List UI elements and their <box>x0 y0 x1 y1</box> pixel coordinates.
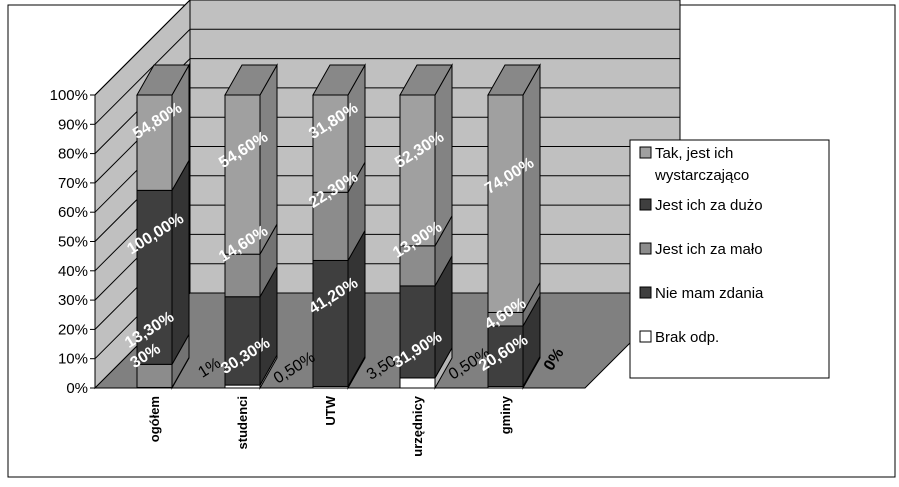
y-tick-label: 100% <box>50 87 88 104</box>
bar-segment <box>312 191 349 261</box>
bar-segment <box>399 245 436 287</box>
legend-swatch <box>639 330 652 343</box>
bar-segment <box>487 325 524 388</box>
legend-label: wystarczająco <box>654 167 749 184</box>
legend-swatch <box>639 286 652 299</box>
bar-segment <box>224 253 261 298</box>
bar-segment-top <box>312 64 366 96</box>
category-label: ogółem <box>147 396 162 442</box>
bar-segment <box>399 94 436 247</box>
legend-label: Brak odp. <box>655 329 719 346</box>
bar-segment <box>399 377 436 389</box>
y-tick-label: 30% <box>58 292 88 309</box>
y-tick-label: 10% <box>58 351 88 368</box>
gridline <box>94 28 680 125</box>
y-tick-label: 60% <box>58 204 88 221</box>
gridline <box>94 0 680 96</box>
bar-segment-side <box>171 158 190 367</box>
y-tick-label: 40% <box>58 263 88 280</box>
bar-segment-side <box>434 63 453 248</box>
bar-segment-side <box>522 63 541 315</box>
bar-segment-top <box>136 64 190 96</box>
legend-label: Jest ich za dużo <box>655 197 763 214</box>
legend-swatch <box>639 198 652 211</box>
legend-box <box>629 139 830 379</box>
category-label: urzędnicy <box>410 395 425 456</box>
bar-segment-top <box>487 64 541 96</box>
legend-label: Jest ich za mało <box>655 241 763 258</box>
bar-segment-top <box>399 64 453 96</box>
y-tick-label: 90% <box>58 116 88 133</box>
category-label: studenci <box>235 396 250 449</box>
bar-segment <box>312 259 349 387</box>
legend-label: Nie mam zdania <box>655 285 764 302</box>
legend-swatch <box>639 242 652 255</box>
category-label: UTW <box>323 395 338 425</box>
legend-swatch <box>639 146 652 159</box>
category-label: gminy <box>498 395 513 434</box>
bar-segment <box>487 94 524 313</box>
y-tick-label: 0% <box>66 380 88 397</box>
y-tick-label: 20% <box>58 321 88 338</box>
legend-label: Tak, jest ich <box>655 145 733 162</box>
y-tick-label: 50% <box>58 234 88 251</box>
gridline <box>94 58 680 154</box>
y-tick-label: 80% <box>58 146 88 163</box>
bar-segment-top <box>224 64 278 96</box>
y-tick-label: 70% <box>58 175 88 192</box>
bar-segment <box>224 296 261 386</box>
